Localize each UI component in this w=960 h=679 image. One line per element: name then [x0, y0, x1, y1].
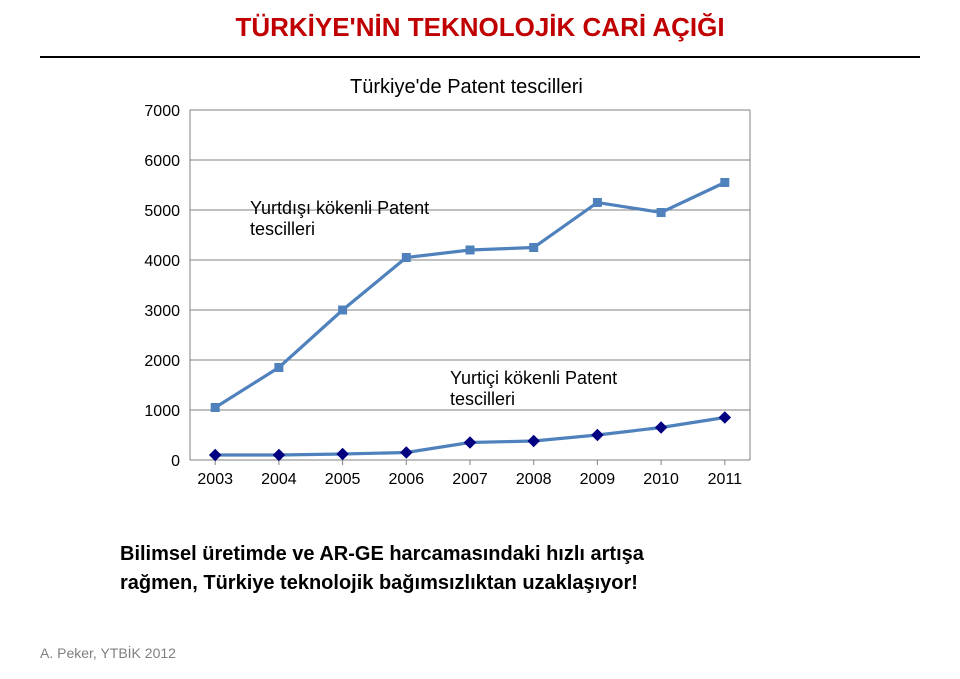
svg-text:2000: 2000: [144, 353, 180, 370]
slide-title: TÜRKİYE'NİN TEKNOLOJİK CARİ AÇIĞI: [0, 12, 960, 43]
line-chart: 0 1000 2000 3000 4000 5000 6000 7000 2003 2004 200…: [120, 80, 760, 510]
svg-text:2003: 2003: [197, 471, 233, 488]
svg-text:2011: 2011: [708, 471, 743, 488]
svg-text:2005: 2005: [325, 471, 361, 488]
chart-title: Türkiye'de Patent tescilleri: [350, 76, 583, 99]
title-underline: [40, 56, 920, 58]
svg-text:7000: 7000: [144, 103, 180, 120]
svg-text:2010: 2010: [643, 471, 679, 488]
footer-attribution: A. Peker, YTBİK 2012: [40, 645, 176, 661]
svg-text:6000: 6000: [144, 153, 180, 170]
commentary-line2: rağmen, Türkiye teknolojik bağımsızlıkta…: [120, 572, 638, 594]
svg-text:2006: 2006: [389, 471, 425, 488]
series-label-foreign: Yurtdışı kökenli Patenttescilleri: [250, 198, 429, 239]
svg-text:5000: 5000: [144, 203, 180, 220]
series-label-domestic: Yurtiçi kökenli Patenttescilleri: [450, 368, 617, 409]
svg-text:4000: 4000: [144, 253, 180, 270]
svg-text:2009: 2009: [580, 471, 616, 488]
svg-text:2004: 2004: [261, 471, 297, 488]
svg-text:2008: 2008: [516, 471, 552, 488]
chart-container: Türkiye'de Patent tescilleri 01000200030…: [120, 80, 760, 510]
svg-text:1000: 1000: [144, 403, 180, 420]
commentary-text: Bilimsel üretimde ve AR-GE harcamasındak…: [120, 540, 880, 598]
slide: TÜRKİYE'NİN TEKNOLOJİK CARİ AÇIĞI Türkiy…: [0, 0, 960, 679]
commentary-line1: Bilimsel üretimde ve AR-GE harcamasındak…: [120, 543, 644, 565]
svg-text:2007: 2007: [452, 471, 488, 488]
svg-text:0: 0: [171, 453, 180, 470]
svg-text:3000: 3000: [144, 303, 180, 320]
